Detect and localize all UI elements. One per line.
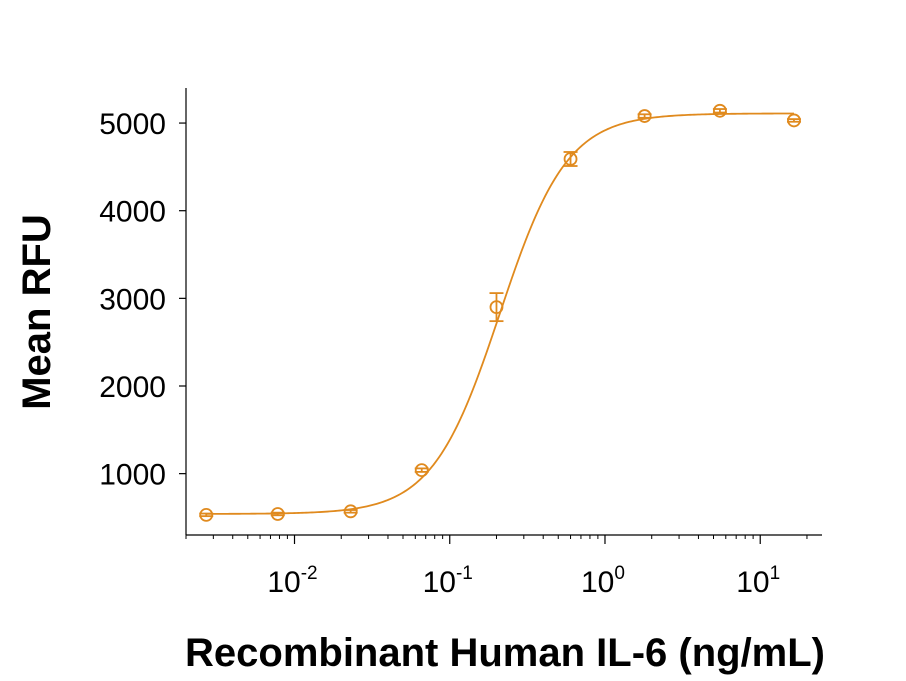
y-tick-label: 2000	[99, 371, 166, 404]
y-tick-label: 3000	[99, 283, 166, 316]
data-point	[343, 504, 358, 519]
data-marks	[199, 103, 801, 522]
x-tick-label: 101	[736, 563, 780, 599]
x-axis-title: Recombinant Human IL-6 (ng/mL)	[185, 631, 825, 675]
x-tick-label: 10-1	[423, 563, 473, 599]
data-point	[199, 507, 214, 522]
data-point	[563, 152, 578, 166]
axes: 1000 2000 3000 4000 5000 10-2 10-1 100 101	[99, 88, 822, 599]
data-point	[713, 103, 727, 118]
data-point	[489, 300, 504, 315]
y-tick-label: 5000	[99, 108, 166, 141]
data-point	[414, 463, 429, 478]
data-point	[270, 507, 285, 521]
y-tick-label: 4000	[99, 196, 166, 229]
x-tick-label: 100	[581, 563, 625, 599]
data-point	[787, 113, 801, 128]
y-axis-title: Mean RFU	[15, 214, 59, 410]
data-point	[637, 109, 652, 123]
fit-curve	[206, 112, 794, 515]
y-tick-label: 1000	[99, 459, 166, 492]
x-tick-label: 10-2	[267, 563, 317, 599]
